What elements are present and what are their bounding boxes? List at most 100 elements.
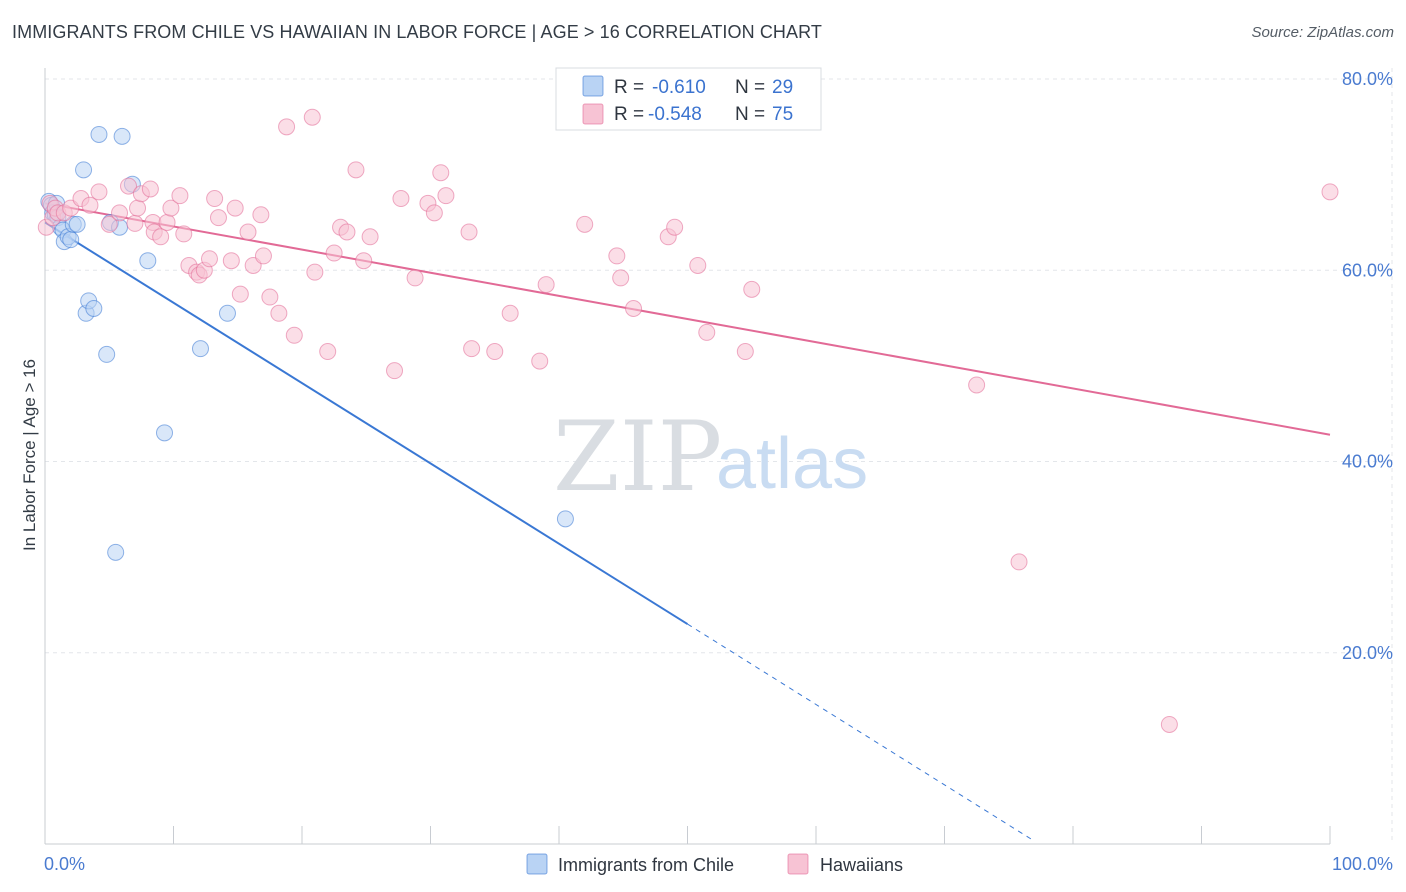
point-hawaiians <box>200 250 218 268</box>
point-hawaiians <box>666 218 684 236</box>
point-hawaiians <box>111 204 129 222</box>
point-hawaiians <box>162 199 180 217</box>
legend-n-value-1: 29 <box>772 77 793 98</box>
point-chile <box>113 127 131 145</box>
point-hawaiians <box>306 263 324 281</box>
watermark-zip: ZIP <box>553 401 722 513</box>
point-hawaiians <box>252 206 270 224</box>
point-hawaiians <box>537 276 555 294</box>
point-hawaiians <box>486 343 504 361</box>
point-hawaiians <box>1321 183 1339 201</box>
point-chile <box>62 231 80 249</box>
point-hawaiians <box>361 228 379 246</box>
point-hawaiians <box>347 161 365 179</box>
source-label: Source: ZipAtlas.com <box>1251 24 1394 41</box>
legend-n-value-2: 75 <box>772 104 793 125</box>
legend-r-label-1: R = <box>614 77 644 98</box>
point-hawaiians <box>254 247 272 265</box>
point-hawaiians <box>968 376 986 394</box>
point-hawaiians <box>698 323 716 341</box>
point-hawaiians <box>425 204 443 222</box>
point-hawaiians <box>171 187 189 205</box>
point-hawaiians <box>1160 715 1178 733</box>
y-tick-label: 60.0% <box>1342 260 1393 280</box>
point-hawaiians <box>625 300 643 317</box>
point-hawaiians <box>100 215 118 233</box>
x-tick-labels: 0.0% 100.0% <box>44 854 1393 874</box>
point-hawaiians <box>90 183 108 201</box>
point-chile <box>218 304 236 322</box>
legend-r-value-2: -0.548 <box>648 104 702 125</box>
point-hawaiians <box>432 164 450 182</box>
point-hawaiians <box>129 199 147 217</box>
legend-n-label-1: N = <box>735 77 765 98</box>
point-hawaiians <box>239 223 257 241</box>
point-hawaiians <box>319 343 337 361</box>
bottom-legend-swatch-chile <box>526 853 548 875</box>
point-hawaiians <box>158 213 176 231</box>
point-chile <box>85 300 103 317</box>
point-hawaiians <box>386 362 404 380</box>
point-hawaiians <box>463 340 481 358</box>
point-chile <box>156 424 174 442</box>
y-tick-label: 40.0% <box>1342 452 1393 472</box>
point-hawaiians <box>209 209 227 227</box>
y-axis-label: In Labor Force | Age > 16 <box>20 359 39 551</box>
point-hawaiians <box>175 225 193 243</box>
point-hawaiians <box>689 256 707 274</box>
point-chile <box>556 510 574 528</box>
bottom-legend-chile: Immigrants from Chile <box>558 855 734 875</box>
trend-lines <box>44 202 1331 842</box>
legend-r-value-1: -0.610 <box>652 77 706 98</box>
bottom-legend-swatch-hawaiians <box>787 853 809 875</box>
point-chile <box>75 161 93 179</box>
point-hawaiians <box>81 196 99 214</box>
point-chile <box>191 340 209 358</box>
point-hawaiians <box>437 187 455 205</box>
point-hawaiians <box>1010 553 1028 571</box>
bottom-legend: Immigrants from Chile Hawaiians <box>526 853 903 875</box>
point-hawaiians <box>231 285 249 303</box>
point-chile <box>107 543 125 561</box>
point-chile <box>139 252 157 270</box>
point-hawaiians <box>270 304 288 322</box>
point-hawaiians <box>608 247 626 265</box>
bottom-legend-hawaiians: Hawaiians <box>820 855 903 875</box>
point-hawaiians <box>222 252 240 270</box>
legend-swatch-hawaiians <box>582 103 604 125</box>
point-hawaiians <box>126 214 144 232</box>
point-hawaiians <box>303 108 321 126</box>
point-hawaiians <box>285 326 303 344</box>
grid-lines <box>45 68 1393 844</box>
point-hawaiians <box>460 223 478 241</box>
point-chile <box>68 215 86 233</box>
legend-swatch-chile <box>582 75 604 97</box>
point-hawaiians <box>206 190 224 208</box>
point-hawaiians <box>141 180 159 198</box>
y-tick-labels: 20.0% 40.0% 60.0% 80.0% <box>1342 69 1393 663</box>
point-hawaiians <box>501 304 519 322</box>
point-chile <box>90 125 108 143</box>
legend: R = -0.610 N = 29 R = -0.548 N = 75 <box>555 67 822 131</box>
point-hawaiians <box>325 244 343 262</box>
watermark-atlas: atlas <box>716 424 868 504</box>
point-hawaiians <box>406 269 424 287</box>
trend-line-chile <box>44 221 689 625</box>
legend-n-label-2: N = <box>735 104 765 125</box>
trend-line-chile-extension <box>687 623 1035 842</box>
legend-r-label-2: R = <box>614 104 644 125</box>
x-tick-label: 0.0% <box>44 854 85 874</box>
point-hawaiians <box>736 343 754 361</box>
point-hawaiians <box>152 228 170 246</box>
point-hawaiians <box>531 352 549 370</box>
chart-title: IMMIGRANTS FROM CHILE VS HAWAIIAN IN LAB… <box>12 22 823 42</box>
point-hawaiians <box>338 223 356 241</box>
point-hawaiians <box>355 252 373 270</box>
point-hawaiians <box>120 177 138 195</box>
point-hawaiians <box>392 190 410 208</box>
y-tick-label: 80.0% <box>1342 69 1393 89</box>
point-hawaiians <box>261 288 279 306</box>
point-hawaiians <box>226 199 244 217</box>
data-points <box>37 108 1339 733</box>
point-hawaiians <box>612 269 630 287</box>
